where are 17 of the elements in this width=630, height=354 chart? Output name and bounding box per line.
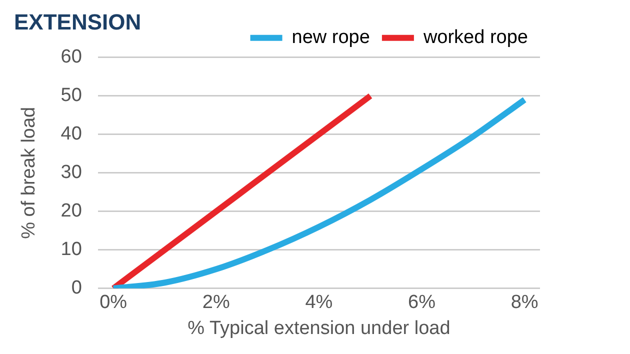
y-tick-label: 10: [60, 239, 82, 260]
x-tick-label: 0%: [100, 292, 128, 314]
y-tick-label: 50: [60, 85, 82, 106]
x-tick-label: 4%: [305, 292, 333, 314]
y-tick-label: 20: [60, 200, 82, 222]
x-tick-label: 8%: [510, 292, 538, 314]
y-tick-label: 40: [60, 124, 82, 145]
y-axis-title: % of break load: [18, 106, 40, 239]
chart-title: EXTENSION: [14, 9, 142, 34]
y-tick-label: 30: [60, 162, 82, 184]
y-tick-label: 60: [60, 46, 82, 68]
legend-label: worked rope: [422, 27, 528, 48]
x-axis-title: % Typical extension under load: [188, 318, 450, 339]
y-tick-label: 0: [71, 278, 82, 299]
x-tick-label: 2%: [202, 292, 230, 314]
legend-label: new rope: [292, 27, 370, 48]
x-tick-label: 6%: [408, 292, 436, 314]
